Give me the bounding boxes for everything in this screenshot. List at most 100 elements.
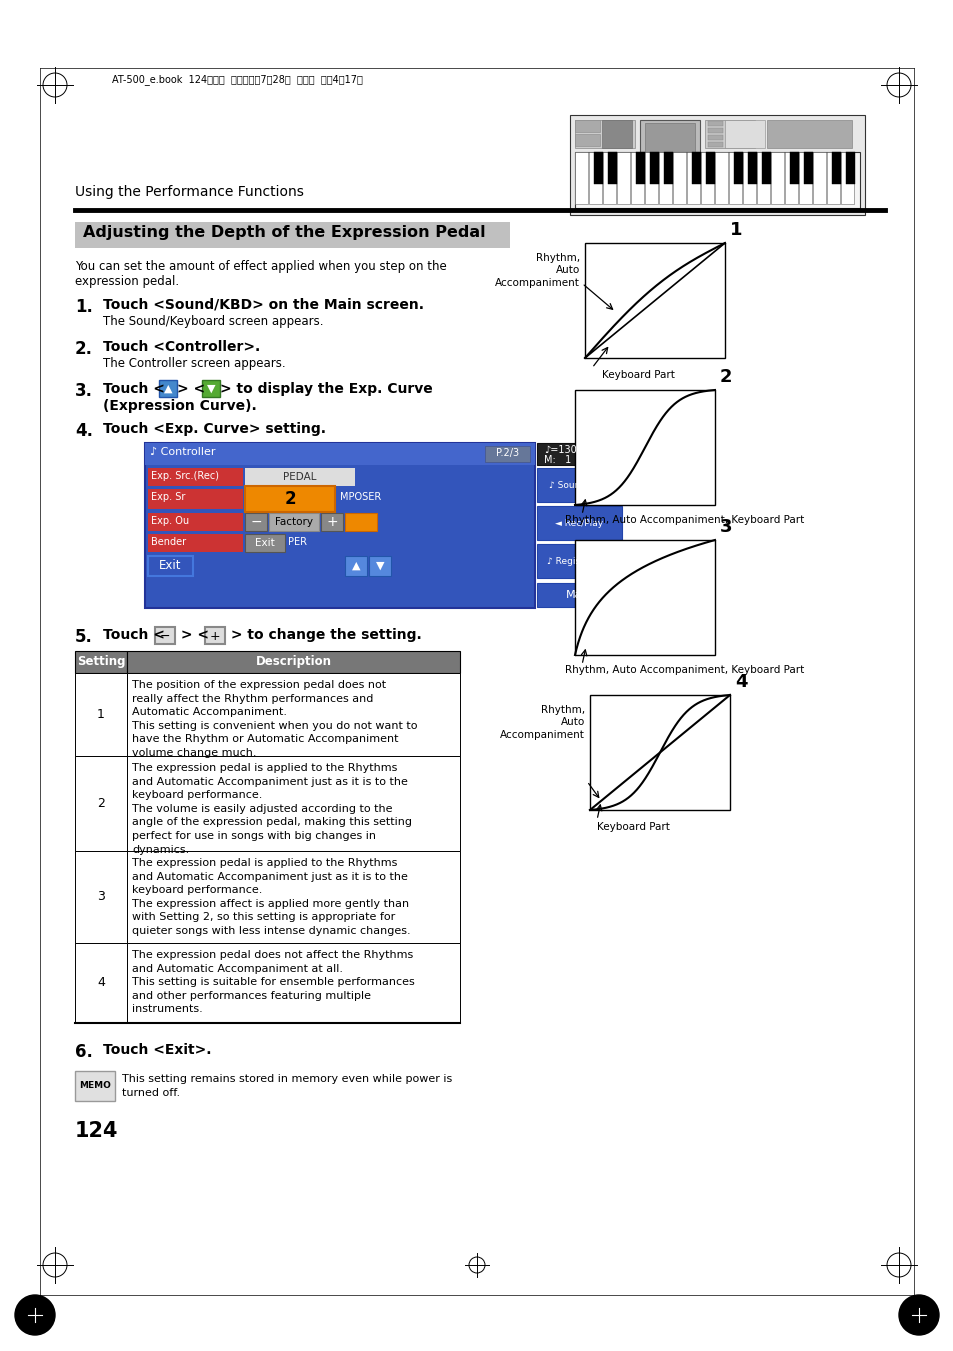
Bar	[841, 153, 853, 204]
Bar	[707, 135, 722, 141]
Bar	[575, 134, 599, 146]
Bar	[644, 123, 695, 153]
Text: The Controller screen appears.: The Controller screen appears.	[103, 357, 285, 370]
Text: MPOSER: MPOSER	[339, 492, 381, 503]
Text: Exp. Ou: Exp. Ou	[151, 516, 189, 526]
Text: MEMO: MEMO	[79, 1082, 111, 1090]
Bar	[704, 120, 754, 149]
Text: Touch <: Touch <	[103, 382, 165, 396]
Text: ♪ Registration: ♪ Registration	[547, 557, 610, 566]
Bar	[649, 153, 659, 184]
Text: Touch <Exp. Curve> setting.: Touch <Exp. Curve> setting.	[103, 422, 326, 436]
Bar	[320, 513, 343, 531]
Text: PER: PER	[288, 536, 307, 547]
Bar	[575, 540, 714, 655]
Text: The position of the expression pedal does not
really affect the Rhythm performan: The position of the expression pedal doe…	[132, 680, 417, 758]
Text: +: +	[326, 515, 337, 530]
Text: Keyboard Part: Keyboard Part	[601, 370, 674, 380]
Bar	[75, 673, 127, 757]
Bar	[345, 557, 367, 576]
Bar	[728, 153, 741, 204]
Text: 6.: 6.	[75, 1043, 92, 1061]
Circle shape	[898, 1296, 938, 1335]
Bar	[757, 153, 769, 204]
Text: > to display the Exp. Curve: > to display the Exp. Curve	[220, 382, 433, 396]
Text: expression pedal.: expression pedal.	[75, 276, 179, 288]
Bar	[589, 694, 729, 811]
Bar	[663, 153, 672, 184]
Bar	[766, 120, 851, 149]
Bar	[601, 120, 631, 149]
Text: 2: 2	[720, 367, 732, 386]
Bar	[733, 153, 742, 184]
Bar	[742, 153, 755, 204]
Bar	[537, 584, 621, 607]
Bar	[714, 153, 727, 204]
Bar	[148, 557, 193, 576]
Text: 2: 2	[97, 797, 105, 811]
Text: Description: Description	[255, 655, 331, 669]
Bar	[75, 222, 510, 249]
Bar	[369, 557, 391, 576]
Text: 1: 1	[97, 708, 105, 721]
Bar	[602, 153, 616, 204]
Text: Rhythm, Auto Accompaniment, Keyboard Part: Rhythm, Auto Accompaniment, Keyboard Par…	[564, 665, 803, 676]
Bar	[707, 142, 722, 147]
Text: 5.: 5.	[75, 628, 92, 646]
Bar	[127, 851, 459, 943]
Bar	[575, 390, 714, 505]
Bar	[205, 627, 225, 644]
Bar	[75, 851, 127, 943]
Text: 4: 4	[734, 673, 747, 690]
Bar	[639, 120, 700, 158]
Text: ◄ Rec/Play: ◄ Rec/Play	[555, 519, 602, 527]
Text: ♪=130: ♪=130	[543, 444, 577, 455]
Bar	[145, 443, 535, 608]
Text: 4: 4	[97, 977, 105, 989]
Bar	[148, 513, 243, 531]
Text: Rhythm, Auto Accompaniment, Keyboard Part: Rhythm, Auto Accompaniment, Keyboard Par…	[564, 515, 803, 526]
Bar	[789, 153, 799, 184]
Bar	[588, 153, 601, 204]
Bar	[784, 153, 797, 204]
Text: (Expression Curve).: (Expression Curve).	[103, 399, 256, 413]
Bar	[707, 122, 722, 126]
Text: > <: > <	[177, 382, 205, 396]
Text: Factory: Factory	[274, 517, 313, 527]
Bar	[145, 443, 535, 465]
Bar	[75, 757, 127, 851]
Bar	[724, 120, 764, 149]
Bar	[127, 673, 459, 757]
Bar	[537, 467, 621, 503]
Bar	[761, 153, 770, 184]
Bar	[826, 153, 840, 204]
Bar	[75, 651, 127, 673]
Text: ♪ Sound/KBD: ♪ Sound/KBD	[549, 481, 608, 489]
Bar	[148, 534, 243, 553]
Text: P.2/3: P.2/3	[496, 449, 519, 458]
Text: Rhythm,
Auto
Accompaniment: Rhythm, Auto Accompaniment	[499, 705, 584, 740]
Text: 2.: 2.	[75, 340, 92, 358]
Text: > to change the setting.: > to change the setting.	[226, 628, 421, 642]
Bar	[584, 243, 724, 358]
Text: Touch <Exit>.: Touch <Exit>.	[103, 1043, 212, 1056]
Text: Exit: Exit	[254, 538, 274, 549]
Text: > <: > <	[175, 628, 213, 642]
Bar	[345, 513, 376, 531]
Bar	[575, 153, 587, 204]
Text: AT-500_e.book  124ページ  ２００８年7月28日  月曜日  午後4晄17分: AT-500_e.book 124ページ ２００８年7月28日 月曜日 午後4晄…	[112, 74, 362, 85]
Text: 1.: 1.	[75, 299, 92, 316]
Text: Touch <Sound/KBD> on the Main screen.: Touch <Sound/KBD> on the Main screen.	[103, 299, 423, 312]
Bar	[630, 153, 643, 204]
Bar	[691, 153, 700, 184]
Bar	[707, 128, 722, 132]
Bar	[245, 534, 285, 553]
Bar	[636, 153, 644, 184]
Bar	[672, 153, 685, 204]
Text: ▲: ▲	[164, 384, 172, 394]
Bar	[803, 153, 812, 184]
Bar	[575, 153, 859, 208]
Text: The Sound/Keyboard screen appears.: The Sound/Keyboard screen appears.	[103, 315, 323, 328]
Text: Exit: Exit	[158, 559, 181, 571]
Bar	[484, 446, 530, 462]
